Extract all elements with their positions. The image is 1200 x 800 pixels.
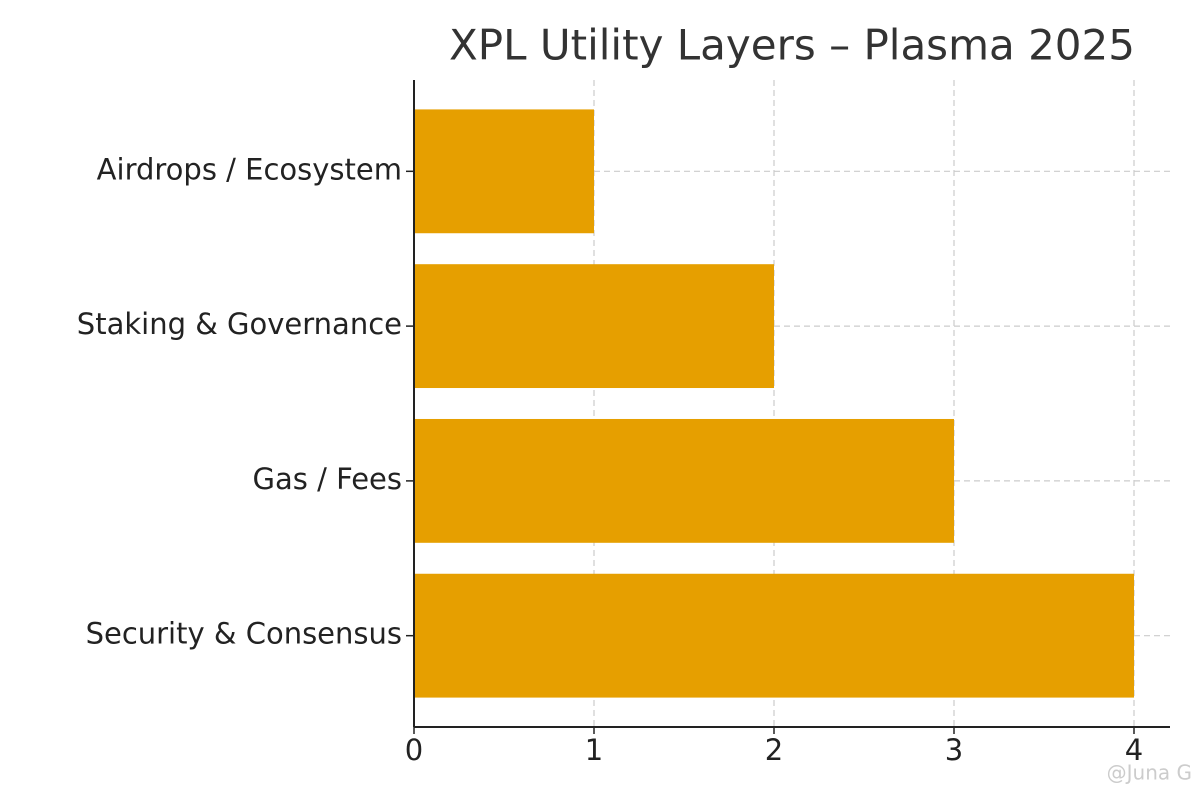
bar (414, 264, 774, 389)
x-tick-label: 0 (405, 733, 423, 767)
x-tick-label: 3 (945, 733, 963, 767)
x-tick-label: 2 (765, 733, 783, 767)
y-tick-label: Security & Consensus (86, 617, 402, 651)
bar (414, 573, 1134, 698)
x-tick-label: 1 (585, 733, 603, 767)
y-tick-label: Gas / Fees (253, 462, 402, 496)
y-tick-label: Airdrops / Ecosystem (97, 152, 402, 186)
chart-title: XPL Utility Layers – Plasma 2025 (449, 21, 1135, 70)
bar (414, 418, 954, 543)
bar (414, 109, 594, 234)
watermark: @Juna G (1107, 761, 1192, 785)
x-tick-label: 4 (1125, 733, 1143, 767)
y-tick-label: Staking & Governance (77, 307, 402, 341)
